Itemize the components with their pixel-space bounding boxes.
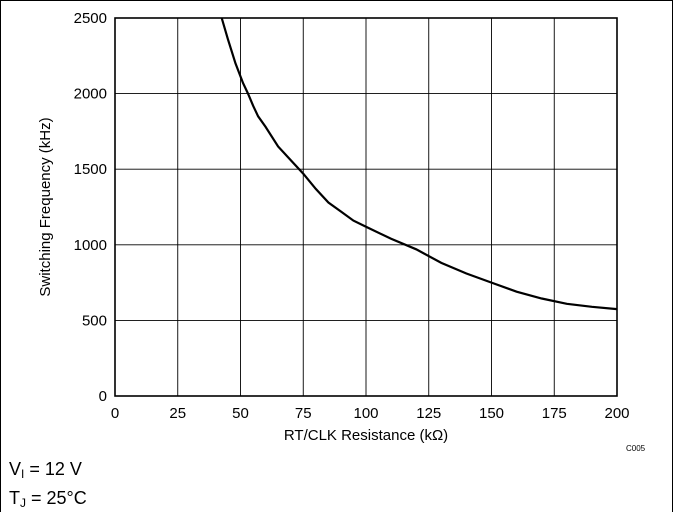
data-line bbox=[220, 17, 618, 311]
grid bbox=[115, 18, 617, 396]
figure-code-annotation: C005 bbox=[626, 444, 646, 453]
x-tick-label: 125 bbox=[416, 405, 441, 422]
y-tick-label: 2000 bbox=[74, 86, 107, 103]
temperature-subscript: J bbox=[20, 496, 26, 510]
x-tick-label: 175 bbox=[542, 405, 567, 422]
y-tick-label: 1000 bbox=[74, 237, 107, 254]
temperature-symbol: T bbox=[9, 488, 20, 508]
temperature-value: = 25°C bbox=[26, 488, 87, 508]
y-axis-label: Switching Frequency (kHz) bbox=[37, 117, 54, 296]
x-tick-label: 50 bbox=[232, 405, 249, 422]
y-tick-label: 2500 bbox=[74, 10, 107, 27]
x-tick-label: 100 bbox=[353, 405, 378, 422]
input-voltage-condition: VI = 12 V bbox=[9, 459, 82, 484]
x-axis-label: RT/CLK Resistance (kΩ) bbox=[284, 427, 448, 444]
plot-area bbox=[114, 17, 618, 397]
x-tick-label: 75 bbox=[295, 405, 312, 422]
x-axis-ticks: 0 25 50 75 100 125 150 175 200 bbox=[111, 405, 630, 422]
voltage-symbol: V bbox=[9, 459, 22, 479]
y-tick-label: 0 bbox=[99, 388, 107, 405]
junction-temperature-condition: TJ = 25°C bbox=[9, 488, 87, 513]
y-tick-label: 1500 bbox=[74, 161, 107, 178]
x-tick-label: 200 bbox=[604, 405, 629, 422]
y-axis-ticks: 0 500 1000 1500 2000 2500 bbox=[74, 10, 107, 405]
y-tick-label: 500 bbox=[82, 312, 107, 329]
x-tick-label: 150 bbox=[479, 405, 504, 422]
x-tick-label: 0 bbox=[111, 405, 119, 422]
x-tick-label: 25 bbox=[169, 405, 186, 422]
voltage-value: = 12 V bbox=[24, 459, 82, 479]
voltage-subscript: I bbox=[21, 467, 25, 481]
frequency-vs-resistance-chart: 0 25 50 75 100 125 150 175 200 0 500 1000 1500 2000 2… bbox=[37, 10, 646, 453]
